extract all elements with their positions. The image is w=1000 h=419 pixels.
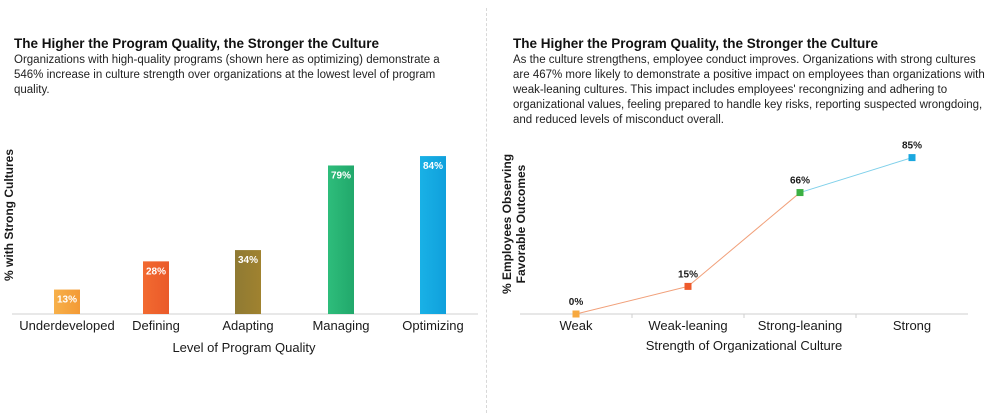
x-axis-title: Strength of Organizational Culture	[646, 338, 843, 353]
point-marker-strong	[908, 154, 916, 162]
bar-value-label: 28%	[146, 266, 166, 277]
line-segment	[799, 157, 913, 194]
bar-optimizing	[420, 156, 446, 314]
x-tick-label: Optimizing	[402, 318, 463, 333]
right-panel-description: As the culture strengthens, employee con…	[513, 54, 985, 126]
bar-value-label: 79%	[331, 170, 351, 181]
point-value-label: 85%	[902, 141, 922, 152]
y-axis-title-line-1: % Employees Observing	[500, 154, 514, 294]
line-segment	[575, 285, 689, 315]
left-panel-description: Organizations with high-quality programs…	[14, 54, 440, 96]
point-value-label: 15%	[678, 269, 698, 280]
line-chart: 0% Weak 15% Weak-leaning 66% Strong-leaning 85…	[500, 141, 968, 353]
bar-adapting	[235, 250, 261, 314]
point-value-label: 66%	[790, 176, 810, 187]
panel-divider	[486, 8, 487, 413]
point-value-label: 0%	[569, 297, 584, 308]
bar-value-label: 13%	[57, 295, 77, 306]
point-marker-strong-leaning	[796, 189, 804, 197]
x-tick-label: Strong-leaning	[758, 318, 843, 333]
x-tick-label: Managing	[312, 318, 369, 333]
x-tick-label: Adapting	[222, 318, 273, 333]
x-axis-title: Level of Program Quality	[172, 340, 316, 355]
left-panel-title: The Higher the Program Quality, the Stro…	[14, 36, 380, 51]
right-panel: The Higher the Program Quality, the Stro…	[487, 0, 1000, 419]
x-tick-label: Defining	[132, 318, 180, 333]
y-axis-title-line-2: Favorable Outcomes	[514, 164, 528, 283]
point-marker-weak	[572, 310, 580, 318]
bar-chart: 13% Underdeveloped 28% Defining 34% Adapting 7…	[2, 149, 478, 355]
point-marker-weak-leaning	[684, 282, 692, 290]
y-axis-title: % with Strong Cultures	[2, 149, 16, 281]
x-tick-label: Strong	[893, 318, 931, 333]
bar-defining	[143, 261, 169, 314]
left-panel: The Higher the Program Quality, the Stro…	[0, 0, 486, 419]
bar-managing	[328, 165, 354, 314]
bar-underdeveloped	[54, 289, 80, 314]
x-tick-label: Weak	[560, 318, 593, 333]
bar-value-label: 84%	[423, 161, 443, 172]
right-panel-title: The Higher the Program Quality, the Stro…	[513, 36, 879, 51]
bar-value-label: 34%	[238, 255, 258, 266]
x-tick-label: Underdeveloped	[19, 318, 114, 333]
line-segment	[687, 192, 801, 287]
x-tick-label: Weak-leaning	[648, 318, 727, 333]
